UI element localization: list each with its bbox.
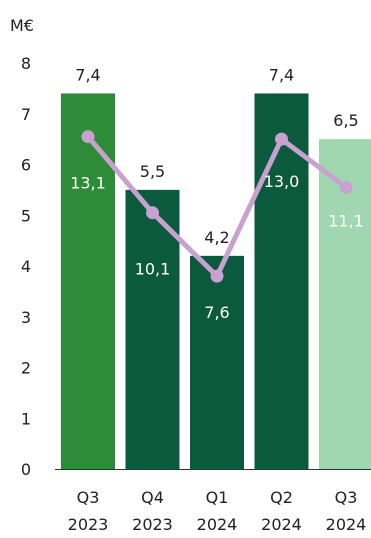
x-tick-quarter: Q2 [270,488,293,507]
line-value-label: 11,1 [328,211,364,230]
x-tick-quarter: Q4 [141,488,164,507]
y-tick-label: 0 [21,460,31,479]
bar [319,139,371,469]
line-point [81,130,95,144]
x-tick-year: 2023 [68,515,109,534]
bar-value-label: 7,4 [269,65,294,84]
y-tick-label: 6 [21,156,31,175]
line-point [339,180,353,194]
x-tick-year: 2024 [197,515,238,534]
y-axis-ticks: 0 1 2 3 4 5 6 7 8 [21,54,31,479]
y-tick-label: 5 [21,206,31,225]
y-tick-label: 3 [21,308,31,327]
x-tick-year: 2024 [326,515,367,534]
bar-value-label: 6,5 [333,111,358,130]
x-tick-year: 2024 [261,515,302,534]
line-point [275,132,288,146]
x-tick-quarter: Q3 [77,488,100,507]
y-tick-label: 7 [21,105,31,124]
line-series [81,130,353,283]
line-value-label: 7,6 [204,303,229,322]
line-value-labels: 13,1 10,1 7,6 13,0 11,1 [70,172,364,322]
bar-value-label: 7,4 [75,65,100,84]
bar-series [61,93,371,469]
bar [254,93,309,469]
x-tick-quarter: Q3 [335,488,358,507]
bar [190,255,244,469]
y-tick-label: 4 [21,257,31,276]
y-tick-label: 8 [21,54,31,73]
y-unit-label: M€ [10,16,34,35]
line-value-label: 10,1 [135,260,171,279]
x-axis-ticks: Q3 2023 Q4 2023 Q1 2024 Q2 2024 Q3 2024 [68,488,367,534]
bar [125,189,180,469]
x-tick-quarter: Q1 [206,488,229,507]
y-tick-label: 2 [21,359,31,378]
line-value-label: 13,1 [70,174,106,193]
line-point [210,269,224,283]
bar-value-labels: 7,4 5,5 4,2 7,4 6,5 [75,65,358,246]
line-value-label: 13,0 [264,172,300,191]
x-tick-year: 2023 [132,515,173,534]
bar [61,93,115,469]
y-tick-label: 1 [21,409,31,428]
bar-value-label: 4,2 [204,228,229,247]
line-point [146,206,159,220]
bar-value-label: 5,5 [140,162,165,181]
